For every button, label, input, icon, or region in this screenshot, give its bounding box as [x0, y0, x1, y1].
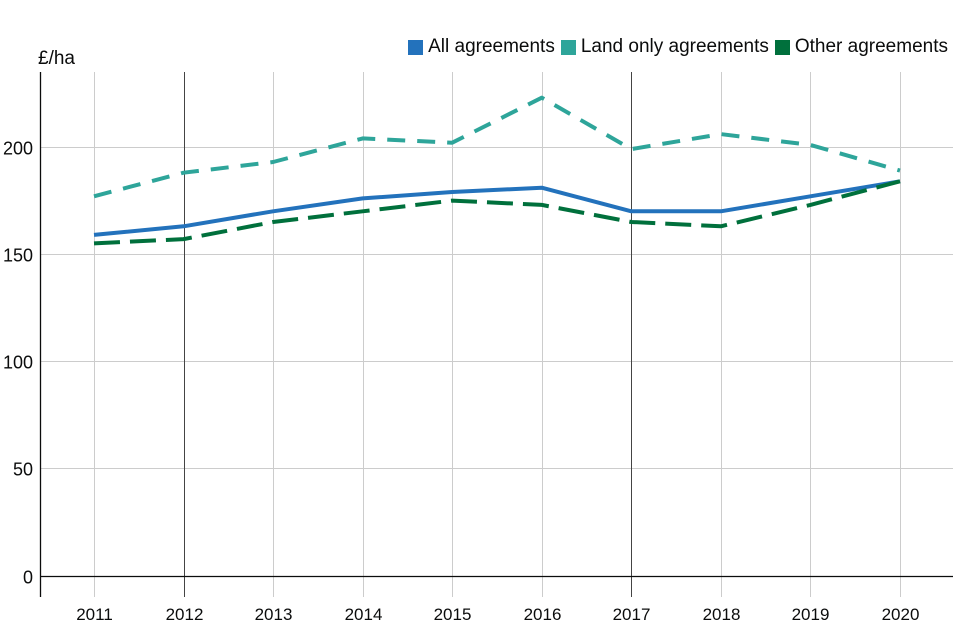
data-point: [182, 171, 186, 175]
data-point: [629, 209, 633, 213]
y-tick-label: 200: [3, 139, 33, 159]
data-point: [450, 199, 454, 203]
data-point: [182, 224, 186, 228]
legend-swatch-land-only-agreements: [560, 39, 576, 55]
x-tick-label: 2019: [792, 605, 830, 624]
y-tick-label: 50: [13, 460, 33, 480]
data-point: [629, 220, 633, 224]
data-point: [92, 241, 96, 245]
legend-swatch-other-agreements: [774, 39, 790, 55]
legend-item-land-only-agreements: Land only agreements: [560, 36, 769, 58]
x-tick-label: 2013: [255, 605, 293, 624]
legend-label: Other agreements: [794, 36, 948, 57]
data-point: [540, 203, 544, 207]
data-point: [719, 209, 723, 213]
axes: [39, 72, 953, 597]
chart-legend: All agreements Land only agreements Othe…: [402, 36, 948, 58]
data-point: [361, 136, 365, 140]
data-point: [182, 237, 186, 241]
legend-label: All agreements: [428, 36, 555, 57]
x-tick-label: 2011: [76, 605, 113, 624]
x-tick-label: 2015: [434, 605, 472, 624]
legend-item-all-agreements: All agreements: [408, 36, 555, 58]
legend-label: Land only agreements: [580, 36, 769, 57]
data-point: [540, 186, 544, 190]
data-point: [808, 143, 812, 147]
legend-item-other-agreements: Other agreements: [774, 36, 948, 58]
series-lines: [92, 95, 902, 246]
x-tick-label: 2018: [703, 605, 741, 624]
data-point: [719, 224, 723, 228]
tick-labels: 0 50 100 150 200 2011 2012 2013 2014 2015 2016 2017…: [3, 139, 919, 625]
grid: [40, 72, 953, 597]
data-point: [361, 209, 365, 213]
y-tick-label: 150: [3, 246, 33, 266]
x-tick-label: 2012: [166, 605, 204, 624]
data-point: [540, 96, 544, 100]
series-line-land-only-agreements: [93, 95, 901, 199]
legend-swatch-all-agreements: [408, 39, 424, 55]
data-point: [898, 179, 902, 183]
data-point: [271, 220, 275, 224]
x-tick-label: 2017: [613, 605, 651, 624]
data-point: [629, 147, 633, 151]
data-point: [271, 209, 275, 213]
data-point: [450, 141, 454, 145]
data-point: [92, 194, 96, 198]
series-line-other-agreements: [93, 179, 901, 246]
data-point: [898, 169, 902, 173]
data-point: [719, 132, 723, 136]
series-line-all-agreements: [93, 179, 901, 237]
x-tick-label: 2020: [882, 605, 920, 624]
data-point: [271, 160, 275, 164]
y-axis-title: £/ha: [38, 48, 75, 69]
data-point: [92, 233, 96, 237]
data-point: [808, 203, 812, 207]
data-point: [361, 196, 365, 200]
y-tick-label: 0: [23, 568, 33, 588]
y-tick-label: 100: [3, 353, 33, 373]
x-tick-label: 2014: [345, 605, 383, 624]
data-point: [808, 194, 812, 198]
data-point: [450, 190, 454, 194]
x-tick-label: 2016: [524, 605, 562, 624]
